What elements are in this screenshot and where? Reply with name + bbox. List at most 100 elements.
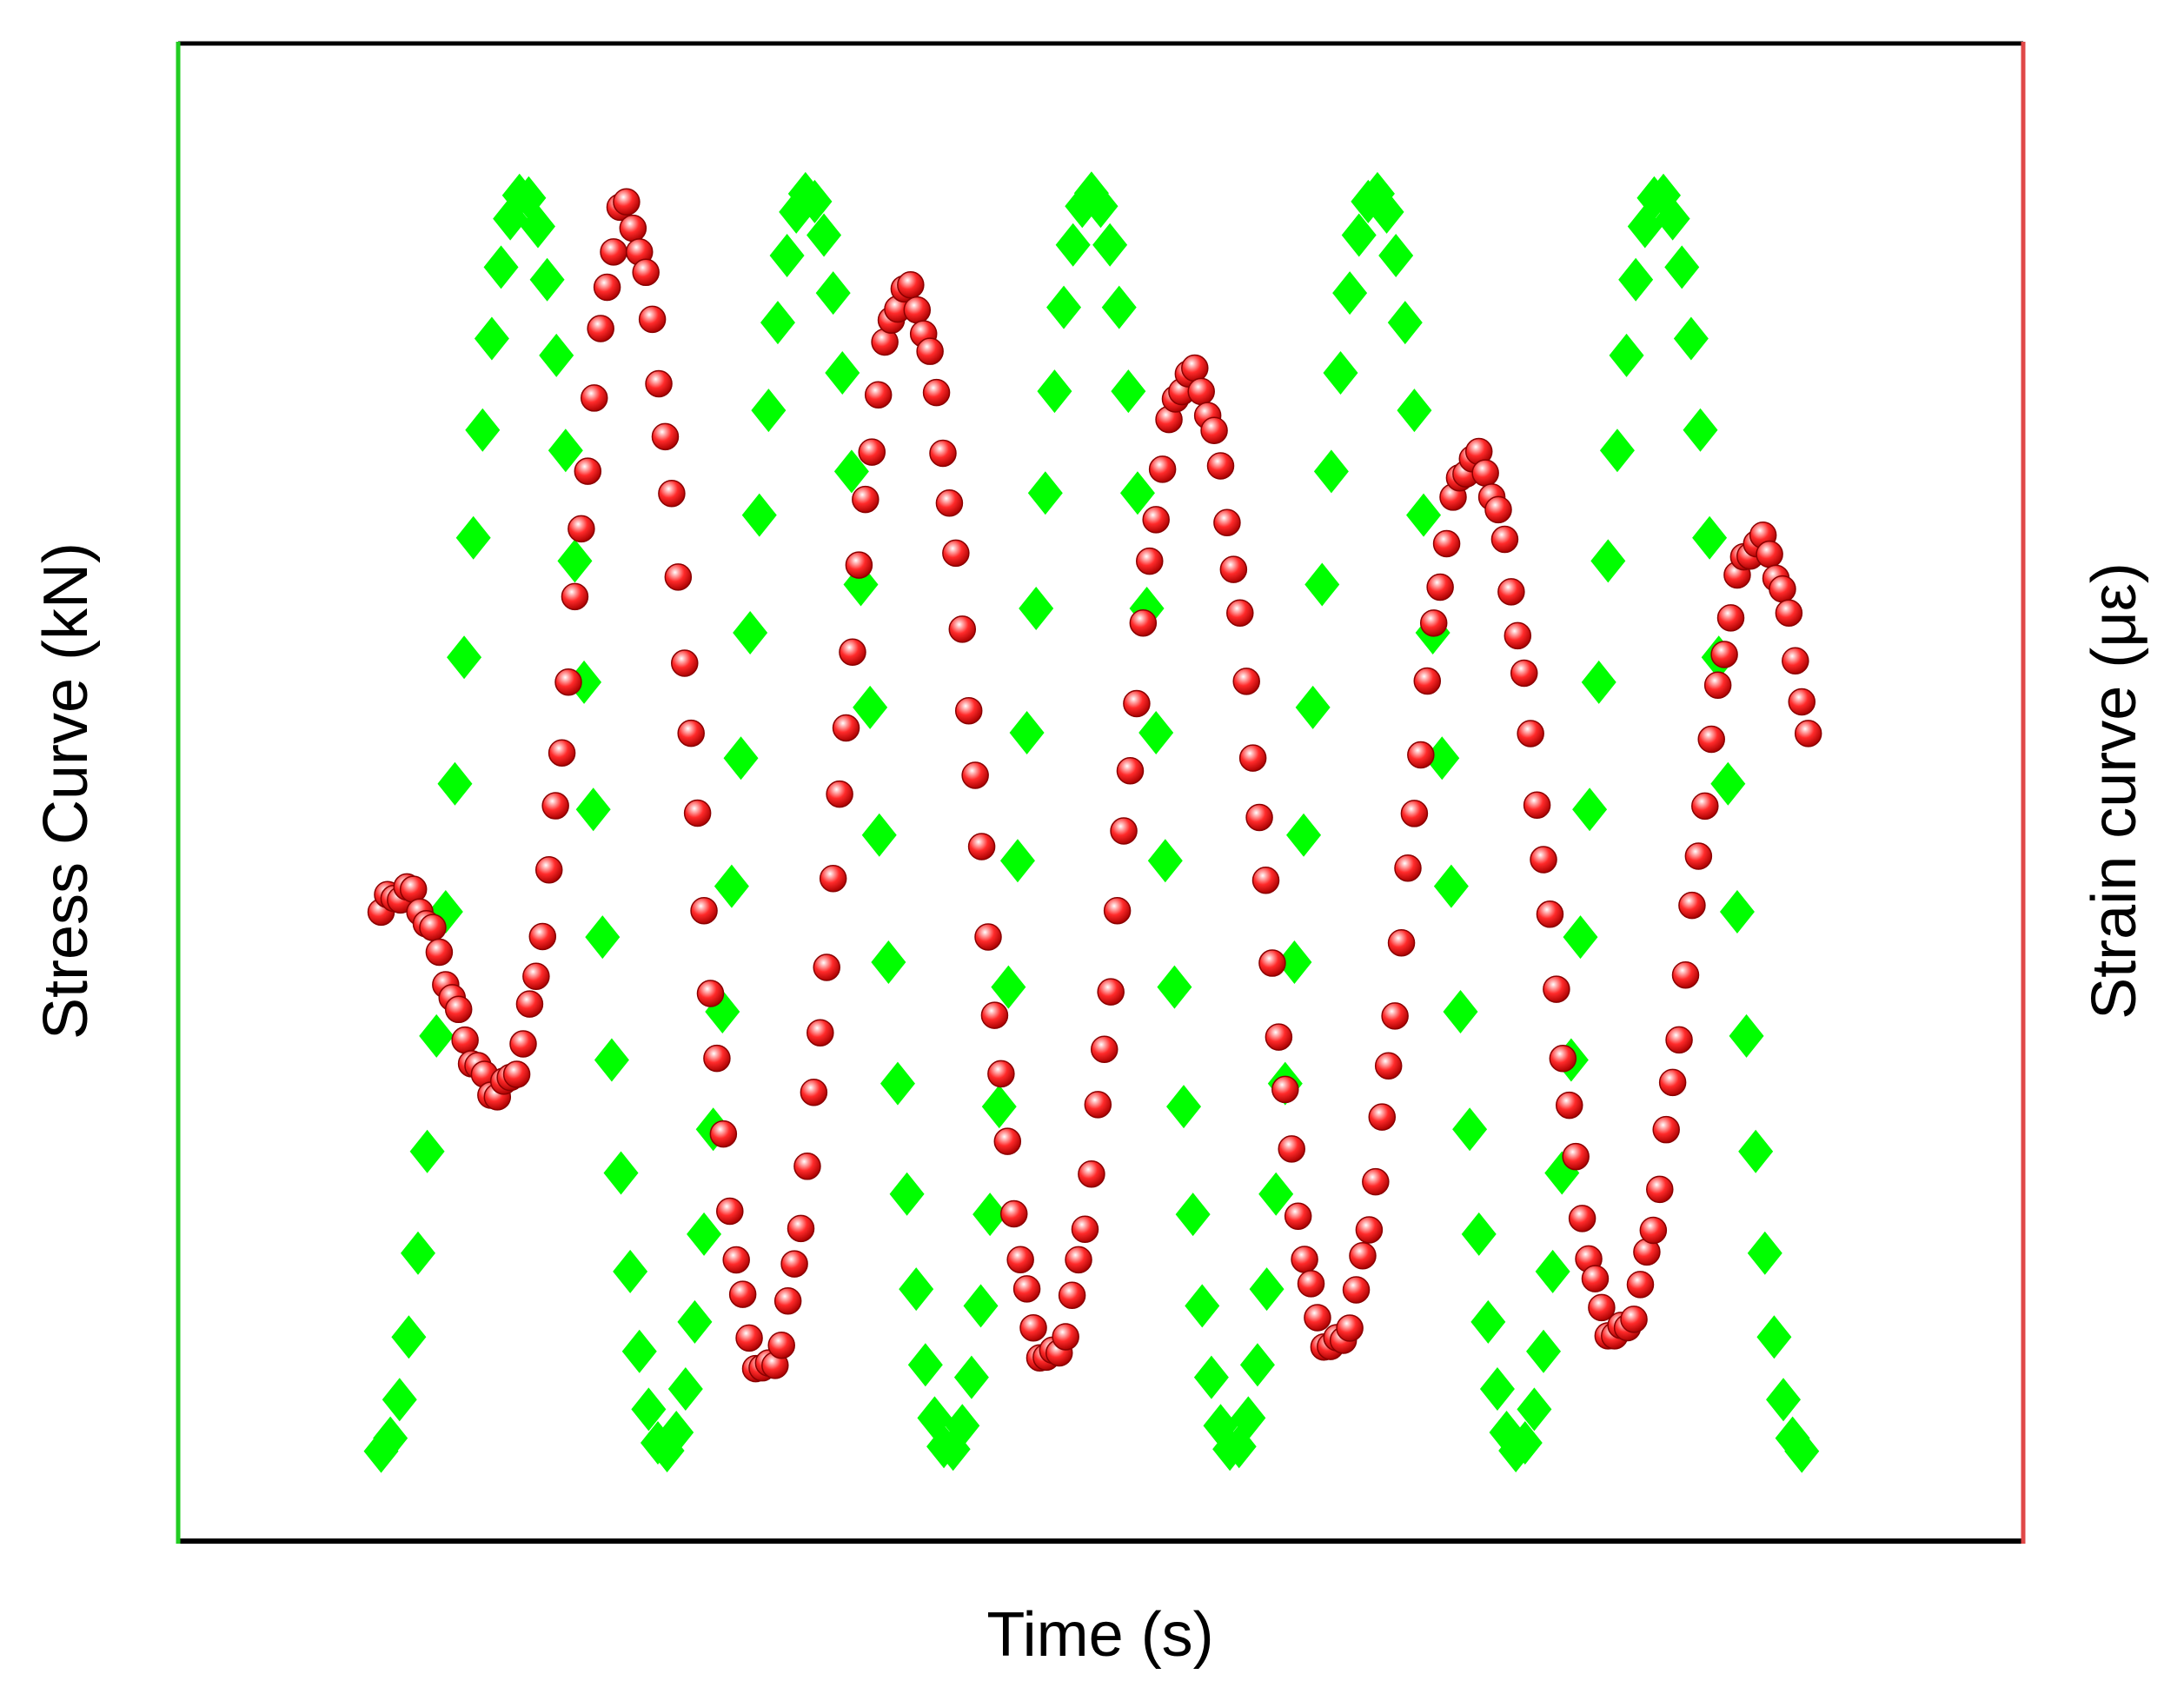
strain-point: [1129, 608, 1158, 637]
strain-point: [1336, 1314, 1364, 1342]
stress-point: [853, 685, 888, 729]
strain-point: [1355, 1216, 1384, 1244]
stress-point: [1157, 965, 1192, 1009]
stress-point: [1332, 271, 1368, 316]
stress-point: [1664, 245, 1700, 289]
stress-point: [1452, 1107, 1488, 1152]
stress-point: [1424, 736, 1460, 781]
strain-point: [1006, 1246, 1034, 1274]
stress-point: [585, 915, 621, 960]
strain-point: [709, 1120, 738, 1148]
strain-point: [735, 1324, 763, 1352]
stress-point: [1618, 257, 1654, 302]
stress-point: [769, 233, 805, 277]
strain-point: [1671, 960, 1700, 989]
strain-point: [987, 1060, 1015, 1088]
stress-point: [373, 1416, 408, 1460]
strain-point: [690, 897, 718, 925]
strain-point: [1775, 599, 1803, 628]
strain-point: [568, 515, 595, 543]
stress-point: [455, 515, 491, 560]
strain-point: [515, 990, 544, 1018]
strain-point: [1200, 416, 1228, 444]
stress-point: [1304, 562, 1340, 607]
stress-point: [400, 1231, 435, 1275]
left-y-axis-title: Stress Curve (kN): [31, 542, 101, 1040]
stress-point: [1166, 1085, 1202, 1129]
strain-point: [1103, 896, 1132, 925]
stress-point: [1710, 761, 1746, 806]
stress-point: [391, 1315, 427, 1359]
strain-point: [593, 273, 621, 302]
strain-point: [1782, 647, 1809, 675]
strain-point: [1710, 641, 1738, 668]
stress-point: [1747, 1231, 1782, 1275]
strain-point: [1084, 1091, 1112, 1119]
strain-point: [1555, 1091, 1583, 1120]
strain-point: [548, 739, 576, 767]
strain-point: [1362, 1167, 1390, 1196]
strain-point: [1368, 1103, 1397, 1131]
strain-point: [1142, 506, 1170, 534]
strain-point: [677, 719, 705, 748]
strain-point: [864, 381, 893, 409]
stress-point: [797, 179, 833, 223]
strain-point: [999, 1199, 1028, 1228]
stress-point: [465, 408, 501, 452]
strain-point: [574, 457, 602, 485]
strain-point: [767, 1331, 795, 1359]
stress-point: [1258, 1172, 1294, 1216]
strain-point: [1374, 1052, 1403, 1080]
strain-point: [1342, 1276, 1371, 1304]
right-y-axis-title: Strain curve (με): [2080, 562, 2149, 1020]
strain-point: [1394, 854, 1422, 882]
stress-point: [1535, 1249, 1570, 1293]
strain-point: [1238, 744, 1267, 772]
stress-point: [1119, 471, 1155, 515]
strain-point: [1181, 354, 1209, 382]
stress-point: [1009, 710, 1045, 754]
strain-point: [1297, 1270, 1325, 1298]
strain-point: [509, 1030, 537, 1058]
strain-point: [1497, 578, 1525, 606]
strain-point: [534, 856, 563, 884]
stress-point: [1341, 213, 1377, 257]
strain-point: [1271, 1075, 1299, 1104]
stress-point: [1627, 204, 1663, 249]
stress-point: [613, 1249, 648, 1293]
strain-point: [613, 188, 641, 216]
strain-point: [1626, 1271, 1655, 1299]
stress-point: [1387, 301, 1423, 345]
strain-point: [444, 995, 473, 1024]
stress-point: [1563, 915, 1598, 960]
strain-point: [522, 962, 550, 991]
strain-point: [1678, 891, 1706, 920]
strain-point: [600, 238, 627, 266]
strain-point: [1769, 575, 1796, 603]
strain-point: [1052, 1323, 1079, 1351]
stress-point: [1479, 1366, 1515, 1411]
stress-point: [1599, 429, 1635, 473]
strain-point: [1530, 846, 1557, 874]
strain-point: [819, 864, 847, 893]
stress-point: [1461, 1212, 1497, 1256]
strain-point: [800, 1078, 828, 1106]
stress-series: [363, 171, 1820, 1473]
stress-point: [1526, 1329, 1562, 1373]
stress-point: [907, 1343, 943, 1387]
stress-point: [991, 965, 1026, 1009]
strain-point: [1206, 452, 1235, 480]
stress-point: [1433, 864, 1469, 908]
strain-point: [845, 551, 873, 579]
stress-point: [1406, 493, 1442, 537]
strain-point: [722, 1246, 750, 1274]
strain-point: [1691, 792, 1719, 821]
strain-point: [1620, 1306, 1648, 1333]
strain-point: [1349, 1242, 1377, 1270]
stress-point: [880, 1061, 915, 1106]
stress-point: [825, 351, 860, 395]
stress-point: [1239, 1343, 1275, 1387]
stress-point: [1055, 223, 1091, 267]
strain-point: [852, 485, 880, 514]
